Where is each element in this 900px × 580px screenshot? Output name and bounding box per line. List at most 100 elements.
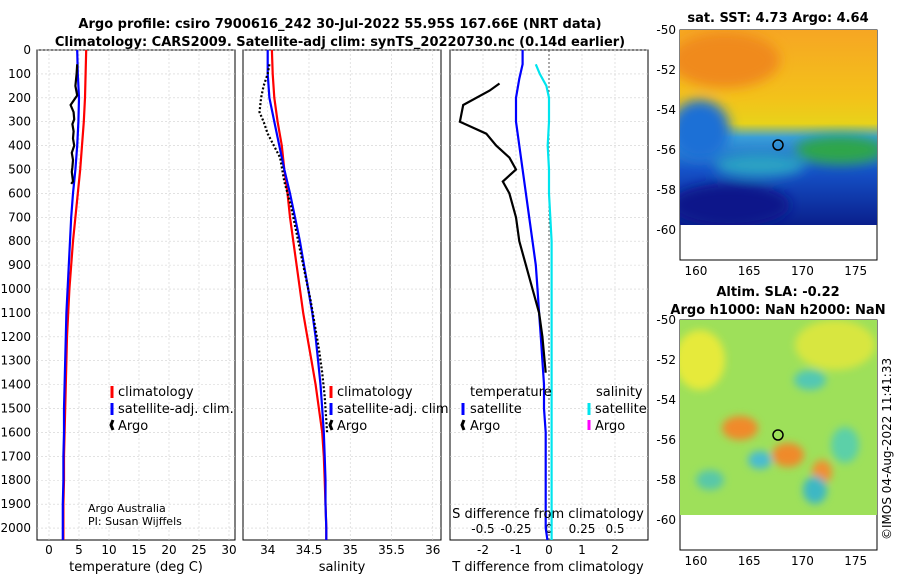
lat-tick--58: -58 <box>656 473 676 487</box>
t-difference-tick-labels: -2 -1 0 1 2 <box>477 543 619 557</box>
legend-temp-satellite-label: satellite <box>470 402 522 417</box>
lon-tick-170: 170 <box>791 264 814 278</box>
temperature-axis-label: temperature (deg C) <box>69 560 203 575</box>
sla-cyan-4 <box>831 427 859 463</box>
legend-temperature-header: temperature <box>470 385 552 400</box>
depth-tick-labels: 0 100 200 300 400 500 600 700 800 900 1000 1100 1200… <box>0 43 31 535</box>
sst-map-title: sat. SST: 4.73 Argo: 4.64 <box>687 11 868 26</box>
depth-tick-1600: 1600 <box>0 425 31 439</box>
lon-tick-165: 165 <box>738 554 761 568</box>
x-tick-2--1: -1 <box>510 543 522 557</box>
x-tick-1-34.5: 34.5 <box>296 543 323 557</box>
sla-yellow-1 <box>680 330 725 390</box>
x-tick-2-0: 0 <box>545 543 553 557</box>
depth-tick-500: 500 <box>8 163 31 177</box>
series-argo <box>69 64 79 185</box>
sst-argo-marker <box>772 139 784 151</box>
sla-lon-labels: 160 165 170 175 <box>685 554 868 568</box>
series-satellite-adj-clim- <box>61 49 81 540</box>
s-diff-tick-0.25: 0.25 <box>569 522 596 536</box>
x-tick-0-30: 30 <box>221 543 236 557</box>
legend-label-climatology: climatology <box>118 385 194 400</box>
temperature-tick-labels: 0 5 10 15 20 25 30 <box>45 543 236 557</box>
sst-green-patch <box>715 153 805 177</box>
temperature-series <box>61 49 88 540</box>
profile-legend-2: climatology satellite-adj. clim. Argo <box>328 385 453 434</box>
depth-tick-1900: 1900 <box>0 497 31 511</box>
lat-tick--52: -52 <box>656 63 676 77</box>
depth-tick-0: 0 <box>23 43 31 57</box>
x-tick-1-35: 35 <box>343 543 358 557</box>
sla-cyan-2 <box>803 476 827 504</box>
sla-map: Altim. SLA: -0.22 Argo h1000: NaN h2000:… <box>656 285 885 568</box>
legend-sal-satellite-label: satellite <box>595 402 647 417</box>
depth-tick-2000: 2000 <box>0 521 31 535</box>
depth-tick-100: 100 <box>8 67 31 81</box>
sst-map: sat. SST: 4.73 Argo: 4.64 -50-52-54-56-5… <box>656 11 878 278</box>
sla-orange-2 <box>772 443 804 467</box>
depth-tick-1500: 1500 <box>0 402 31 416</box>
credit-line-1: Argo Australia <box>88 502 166 515</box>
lat-tick--56: -56 <box>656 433 676 447</box>
difference-legend: temperature salinity satellite Argo sate… <box>460 385 647 434</box>
legend-sal-argo-label: Argo <box>595 419 625 434</box>
depth-tick-900: 900 <box>8 258 31 272</box>
s-diff-tick--0.5: -0.5 <box>471 522 494 536</box>
lat-tick--52: -52 <box>656 353 676 367</box>
depth-tick-1100: 1100 <box>0 306 31 320</box>
lat-tick--54: -54 <box>656 393 676 407</box>
lon-tick-175: 175 <box>844 264 867 278</box>
lon-tick-175: 175 <box>844 554 867 568</box>
x-tick-0-0: 0 <box>45 543 53 557</box>
sla-lat-labels: -50 -52 -54 -56 -58 -60 <box>656 313 676 527</box>
legend-temp-argo-label: Argo <box>470 419 500 434</box>
series-temperature-satellite <box>514 50 549 541</box>
lon-tick-170: 170 <box>791 554 814 568</box>
s-diff-tick--0.25: -0.25 <box>500 522 531 536</box>
x-tick-0-10: 10 <box>101 543 116 557</box>
legend2-label-climatology: climatology <box>337 385 413 400</box>
legend-temp-argo-mark <box>460 419 466 431</box>
sst-warm-patch <box>680 32 780 88</box>
sla-orange-1 <box>722 416 758 440</box>
s-difference-axis-label: S difference from climatology <box>452 507 644 522</box>
sla-yellow-2 <box>795 320 875 370</box>
depth-tick-1000: 1000 <box>0 282 31 296</box>
x-tick-0-5: 5 <box>75 543 83 557</box>
x-tick-0-20: 20 <box>161 543 176 557</box>
series-salinity-satellite <box>534 63 553 540</box>
depth-tick-1700: 1700 <box>0 449 31 463</box>
s-difference-tick-labels: -0.5 -0.25 0 0.25 0.5 <box>471 522 624 536</box>
difference-series <box>458 50 553 541</box>
legend2-mark-argo <box>328 419 334 431</box>
difference-grid <box>450 49 648 540</box>
x-tick-1-36: 36 <box>425 543 440 557</box>
sst-deep-blue <box>680 183 790 225</box>
x-tick-2-1: 1 <box>578 543 586 557</box>
lat-tick--58: -58 <box>656 183 676 197</box>
salinity-axis-label: salinity <box>319 560 366 575</box>
sla-argo-marker <box>772 429 784 441</box>
lat-tick--50: -50 <box>656 23 676 37</box>
salinity-panel: 34 34.5 35 35.5 36 salinity climatology sate… <box>242 49 453 575</box>
title-line-2: Climatology: CARS2009. Satellite-adj cli… <box>55 35 625 50</box>
sla-cyan-3 <box>748 451 772 469</box>
sla-map-title: Altim. SLA: -0.22 <box>716 285 839 300</box>
temperature-panel: 0100200300400500600700800900100011001200… <box>0 43 236 575</box>
s-diff-tick-0: 0 <box>545 522 553 536</box>
profile-legend-1: climatology satellite-adj. clim. Argo <box>109 385 234 434</box>
s-diff-tick-0.5: 0.5 <box>605 522 624 536</box>
salinity-panel-frame <box>242 49 442 541</box>
title-line-1: Argo profile: csiro 7900616_242 30-Jul-2… <box>78 17 601 32</box>
series-argo <box>258 64 329 433</box>
depth-tick-800: 800 <box>8 234 31 248</box>
x-tick-1-35.5: 35.5 <box>378 543 405 557</box>
depth-tick-200: 200 <box>8 91 31 105</box>
sla-cyan-1 <box>794 370 826 390</box>
depth-tick-1400: 1400 <box>0 378 31 392</box>
x-tick-1-34: 34 <box>260 543 275 557</box>
x-tick-0-25: 25 <box>191 543 206 557</box>
depth-tick-700: 700 <box>8 210 31 224</box>
difference-panel: -2 -1 0 1 2 -0.5 -0.25 0 0.25 0.5 S difference f… <box>449 49 649 575</box>
